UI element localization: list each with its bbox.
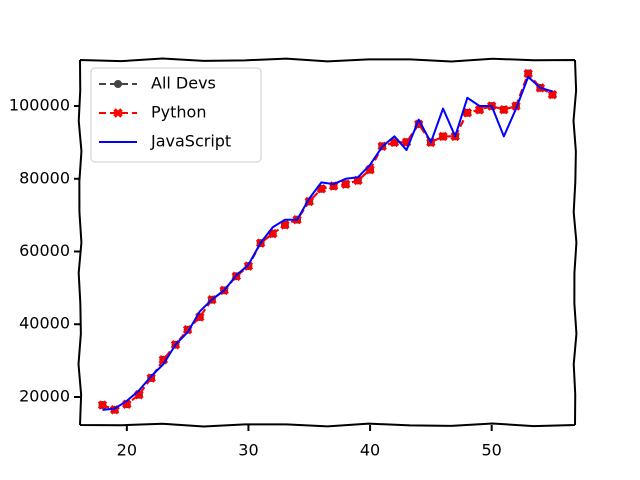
- plot-frame: [77, 57, 578, 428]
- point: [243, 261, 254, 271]
- point: [438, 131, 448, 142]
- legend-marker: [113, 108, 123, 118]
- y-tick-label: 40000: [19, 314, 70, 333]
- x-tick-label: 50: [482, 441, 502, 460]
- y-tick-label: 80000: [19, 168, 70, 187]
- y-tick-label: 20000: [19, 386, 70, 405]
- point: [97, 400, 108, 410]
- point: [499, 104, 509, 115]
- series-line: [102, 75, 553, 411]
- y-tick-label: 100000: [9, 96, 70, 115]
- point: [474, 105, 485, 115]
- legend-label: Python: [151, 103, 206, 122]
- point: [341, 179, 351, 189]
- legend-label: All Devs: [151, 74, 216, 93]
- x-tick-label: 30: [238, 441, 258, 460]
- x-tick-label: 40: [360, 441, 380, 460]
- legend-marker: [114, 80, 122, 88]
- series: [102, 75, 553, 411]
- point: [462, 108, 473, 118]
- point: [280, 220, 290, 230]
- legend-label: JavaScript: [150, 132, 231, 151]
- legend-box: [90, 67, 262, 163]
- x-tick-label: 20: [117, 441, 137, 460]
- y-tick-label: 60000: [19, 241, 70, 260]
- point: [523, 68, 533, 79]
- point: [547, 89, 558, 100]
